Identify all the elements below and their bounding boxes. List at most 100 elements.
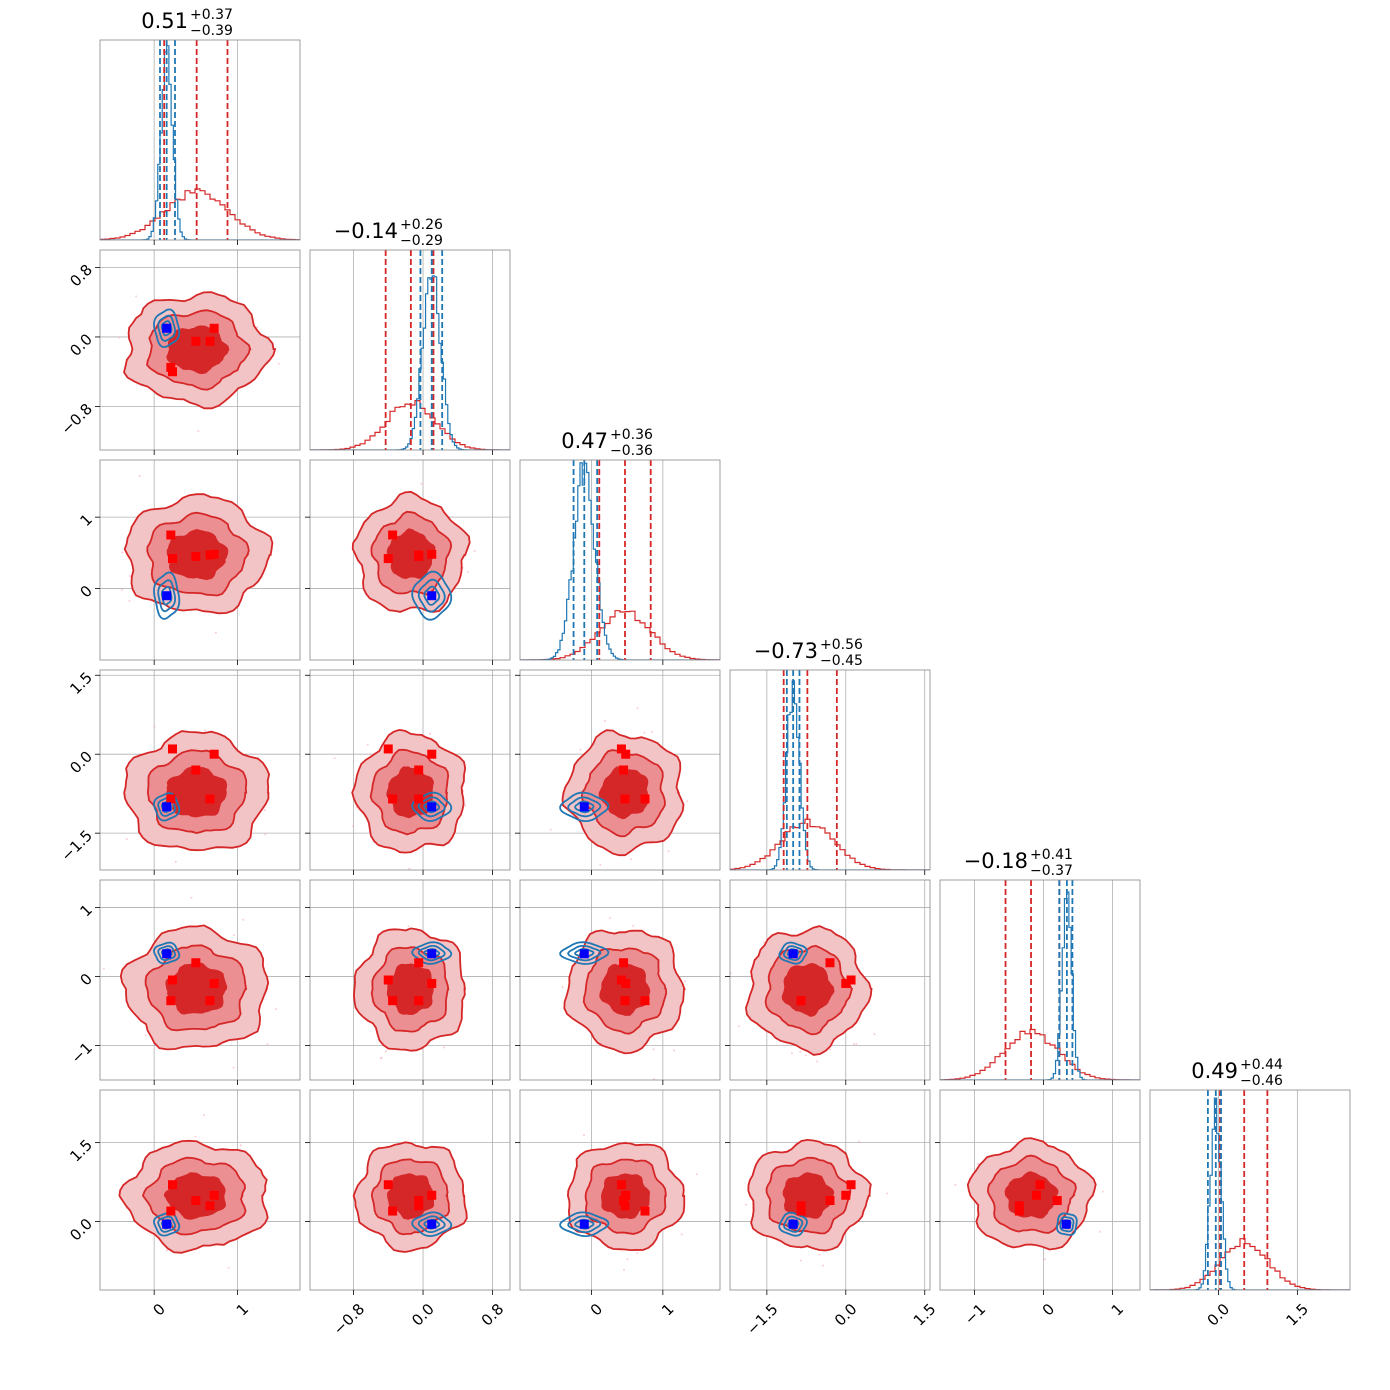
contour-reference-0 <box>1056 1212 1078 1236</box>
panel-3-3: −0.73 +0.56−0.45 <box>729 637 931 875</box>
panel-frame <box>939 1089 1141 1291</box>
marker-reference <box>162 949 172 959</box>
marker-posterior <box>1014 1201 1024 1211</box>
sample-point <box>204 729 206 732</box>
sample-point <box>829 1048 832 1051</box>
y-tick-label: 0.0 <box>66 330 96 360</box>
marker-posterior <box>796 1201 806 1211</box>
marker-posterior <box>427 549 437 559</box>
sample-point <box>686 800 689 803</box>
panel-plot-area <box>520 880 720 1080</box>
panel-frame <box>519 879 721 1081</box>
panel-1-1: −0.14 +0.26−0.29 <box>309 217 511 455</box>
marker-posterior <box>414 958 424 968</box>
param-title-upper-error: +0.26 <box>400 217 443 233</box>
marker-reference <box>427 802 437 812</box>
x-tick-label: −1.5 <box>743 1300 781 1338</box>
contour-reference-0 <box>778 941 808 965</box>
panel-3-2 <box>515 669 721 875</box>
param-title-upper-error: +0.36 <box>610 427 653 443</box>
marker-reference <box>427 949 437 959</box>
contour-reference-2 <box>160 586 173 606</box>
panel-frame <box>729 1089 931 1291</box>
panel-plot-area <box>310 250 510 450</box>
marker-posterior <box>191 336 201 346</box>
marker-posterior <box>168 744 177 754</box>
marker-reference <box>1061 1219 1071 1229</box>
panel-frame <box>1149 1089 1351 1291</box>
param-title-0: 0.51 <box>141 9 188 33</box>
contour-reference-1 <box>417 945 446 962</box>
marker-posterior <box>205 550 215 560</box>
marker-posterior <box>166 362 176 372</box>
sample-point <box>855 1042 858 1045</box>
marker-posterior <box>205 336 215 346</box>
marker-posterior <box>383 975 393 985</box>
histogram-reference <box>730 680 930 870</box>
marker-posterior <box>388 794 398 804</box>
panel-plot-area <box>100 250 300 450</box>
sample-point <box>239 1144 242 1147</box>
panel-plot-area <box>940 1090 1140 1290</box>
y-tick-label: 1.5 <box>66 669 96 699</box>
panel-plot-area <box>730 670 930 870</box>
sample-point <box>737 1025 740 1028</box>
y-tick-label: 1 <box>77 901 96 920</box>
sample-point <box>135 295 138 298</box>
sample-point <box>623 1268 625 1271</box>
histogram-reference <box>100 45 300 240</box>
marker-posterior <box>796 996 806 1006</box>
marker-posterior <box>841 978 851 988</box>
contour-reference-1 <box>1059 1216 1075 1233</box>
param-title-lower-error: −0.45 <box>820 653 863 669</box>
panel-frame <box>99 1089 301 1291</box>
panel-3-0: −1.5 0.0 1.5 <box>58 669 301 875</box>
marker-posterior <box>383 554 393 564</box>
param-title-lower-error: −0.37 <box>1030 863 1073 879</box>
panel-5-1: −0.8 0.0 0.8 <box>305 1089 511 1339</box>
sample-point <box>873 1033 876 1036</box>
sample-point <box>549 828 552 831</box>
sample-point <box>680 1233 683 1236</box>
panel-frame <box>519 669 721 871</box>
marker-posterior <box>620 1201 630 1211</box>
sample-point <box>604 720 606 722</box>
param-title-upper-error: +0.56 <box>820 637 863 653</box>
contour-reference-1 <box>567 796 602 818</box>
marker-posterior <box>427 1190 437 1200</box>
x-tick-label: −0.8 <box>330 1300 368 1338</box>
marker-posterior <box>640 794 650 804</box>
sample-point <box>643 731 646 734</box>
sample-point <box>467 571 470 573</box>
x-tick-label: 0.0 <box>1204 1300 1234 1330</box>
marker-posterior <box>166 1206 176 1216</box>
panel-frame <box>519 459 721 661</box>
param-title-4: −0.18 <box>964 849 1028 873</box>
histogram-reference <box>940 891 1140 1080</box>
sample-point <box>473 550 476 552</box>
contour-reference-1 <box>417 796 446 818</box>
marker-reference <box>579 949 589 959</box>
sample-point <box>407 925 410 928</box>
contour-reference-1 <box>417 578 446 613</box>
panel-plot-area <box>310 460 510 660</box>
marker-posterior <box>1014 1206 1024 1216</box>
panel-3-1 <box>305 669 511 875</box>
contour-reference-2 <box>160 320 173 337</box>
x-tick-label: 1.5 <box>910 1300 940 1330</box>
sample-point <box>227 1266 230 1269</box>
param-title-upper-error: +0.44 <box>1240 1057 1283 1073</box>
panel-plot-area <box>1150 1090 1350 1290</box>
histogram-posterior <box>940 1028 1140 1080</box>
sample-point <box>695 1173 698 1176</box>
sample-point <box>144 1034 147 1037</box>
panel-plot-area <box>310 1090 510 1290</box>
param-title-2: 0.47 <box>561 429 608 453</box>
param-title-lower-error: −0.39 <box>190 23 233 39</box>
x-tick-label: 1 <box>233 1300 252 1319</box>
marker-reference <box>788 949 798 959</box>
contour-reference-0 <box>153 308 181 349</box>
sample-point <box>636 1252 639 1255</box>
sample-point <box>799 1050 802 1053</box>
